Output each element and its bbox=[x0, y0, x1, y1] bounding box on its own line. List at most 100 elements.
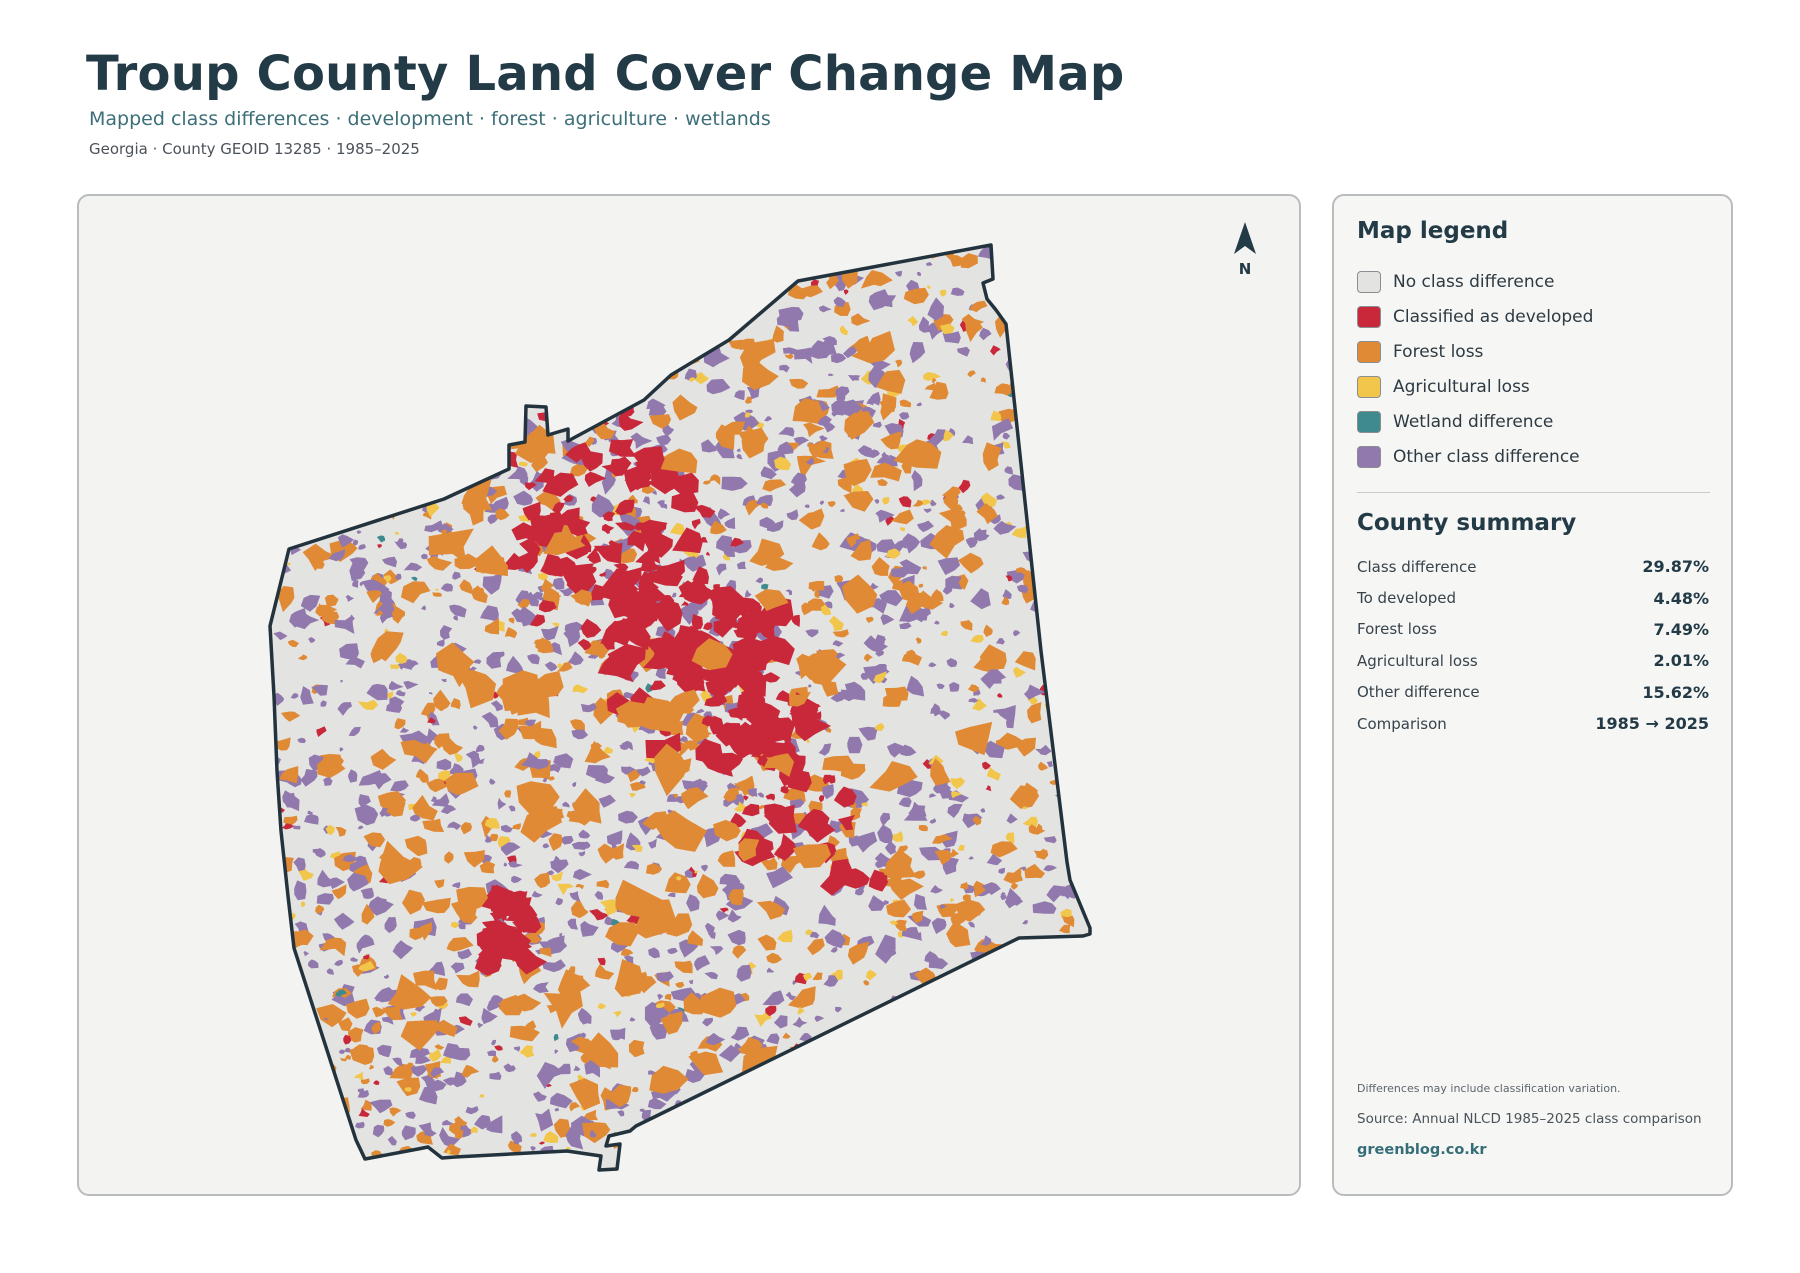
developed-patch bbox=[679, 663, 720, 690]
developed-patch bbox=[665, 660, 681, 670]
forest-loss-patch bbox=[713, 819, 741, 842]
other-difference-patch bbox=[567, 918, 578, 930]
other-difference-patch bbox=[569, 891, 581, 902]
other-difference-patch bbox=[785, 991, 797, 1001]
developed-patch bbox=[601, 523, 615, 532]
other-difference-patch bbox=[328, 549, 346, 562]
other-difference-patch bbox=[622, 376, 640, 398]
other-difference-patch bbox=[337, 702, 352, 716]
other-difference-patch bbox=[693, 271, 710, 283]
other-difference-patch bbox=[342, 854, 359, 863]
wetland-difference-patch bbox=[553, 1034, 559, 1042]
other-difference-patch bbox=[875, 664, 887, 673]
other-difference-patch bbox=[477, 1022, 484, 1029]
agricultural-loss-patch bbox=[873, 671, 887, 684]
other-difference-patch bbox=[443, 264, 449, 269]
other-difference-patch bbox=[294, 613, 320, 630]
other-difference-patch bbox=[356, 940, 369, 954]
forest-loss-patch bbox=[396, 285, 408, 299]
other-difference-patch bbox=[877, 824, 894, 844]
other-difference-patch bbox=[730, 1026, 750, 1041]
other-difference-patch bbox=[1057, 506, 1070, 517]
other-difference-patch bbox=[1023, 1001, 1034, 1011]
forest-loss-patch bbox=[572, 788, 602, 824]
other-difference-patch bbox=[308, 637, 316, 643]
developed-patch bbox=[552, 502, 565, 515]
agricultural-loss-patch bbox=[429, 1048, 442, 1062]
agricultural-loss-patch bbox=[610, 300, 620, 308]
other-difference-patch bbox=[356, 530, 362, 534]
forest-loss-patch bbox=[1084, 488, 1090, 500]
agricultural-loss-patch bbox=[550, 871, 564, 882]
other-difference-patch bbox=[316, 522, 324, 530]
agricultural-loss-patch bbox=[587, 280, 597, 294]
agricultural-loss-patch bbox=[419, 296, 426, 302]
other-difference-patch bbox=[1076, 1042, 1089, 1058]
forest-loss-patch bbox=[732, 945, 747, 959]
other-difference-patch bbox=[766, 1033, 780, 1045]
other-difference-patch bbox=[380, 262, 391, 271]
other-difference-patch bbox=[694, 955, 711, 971]
forest-loss-patch bbox=[922, 566, 927, 570]
agricultural-loss-patch bbox=[383, 575, 392, 584]
forest-loss-patch bbox=[1083, 647, 1090, 659]
other-difference-patch bbox=[617, 260, 625, 266]
site-link[interactable]: greenblog.co.kr bbox=[1357, 1142, 1487, 1158]
other-difference-patch bbox=[572, 283, 585, 292]
other-difference-patch bbox=[541, 626, 559, 641]
forest-loss-patch bbox=[378, 840, 423, 885]
forest-loss-patch bbox=[990, 1004, 1006, 1016]
other-difference-patch bbox=[684, 869, 694, 878]
other-difference-patch bbox=[835, 399, 864, 418]
other-difference-patch bbox=[677, 340, 692, 355]
forest-loss-patch bbox=[371, 631, 404, 662]
agricultural-loss-patch bbox=[913, 1107, 919, 1115]
forest-loss-patch bbox=[1003, 866, 1024, 884]
other-difference-patch bbox=[1043, 865, 1057, 872]
developed-patch bbox=[489, 895, 531, 917]
other-difference-patch bbox=[947, 803, 963, 818]
forest-loss-patch bbox=[967, 970, 993, 994]
other-difference-patch bbox=[1071, 688, 1081, 696]
agricultural-loss-patch bbox=[1093, 834, 1098, 838]
forest-loss-patch bbox=[1000, 1008, 1032, 1032]
other-difference-patch bbox=[390, 403, 405, 425]
other-difference-patch bbox=[398, 402, 419, 417]
agricultural-loss-patch bbox=[839, 325, 849, 336]
other-difference-patch bbox=[442, 1077, 457, 1086]
forest-loss-patch bbox=[421, 367, 430, 374]
other-difference-patch bbox=[463, 454, 478, 464]
legend-item-agricultural-loss: Agricultural loss bbox=[1357, 369, 1593, 404]
forest-loss-patch bbox=[969, 300, 988, 313]
forest-loss-patch bbox=[1037, 823, 1043, 832]
north-arrow: N bbox=[1228, 222, 1262, 286]
agricultural-loss-patch bbox=[384, 628, 389, 633]
forest-loss-patch bbox=[270, 460, 276, 468]
map-panel[interactable] bbox=[77, 194, 1301, 1196]
other-difference-patch bbox=[565, 1125, 584, 1150]
developed-patch bbox=[1092, 907, 1102, 913]
other-difference-patch bbox=[791, 254, 802, 264]
other-difference-patch bbox=[1022, 274, 1040, 286]
other-difference-patch bbox=[1034, 352, 1050, 366]
forest-loss-patch bbox=[628, 1039, 645, 1058]
other-difference-patch bbox=[278, 1071, 291, 1087]
forest-loss-patch bbox=[324, 594, 339, 608]
county-map[interactable] bbox=[79, 196, 1301, 1196]
other-difference-patch bbox=[1057, 609, 1080, 626]
developed-patch bbox=[738, 645, 773, 668]
other-difference-patch bbox=[1028, 1056, 1042, 1073]
other-difference-patch bbox=[358, 544, 366, 550]
other-difference-patch bbox=[412, 281, 430, 300]
forest-loss-patch bbox=[691, 638, 733, 671]
other-difference-patch bbox=[636, 766, 651, 777]
forest-loss-patch bbox=[570, 898, 589, 919]
agricultural-loss-patch bbox=[676, 876, 682, 881]
other-difference-patch bbox=[281, 422, 293, 431]
other-difference-patch bbox=[899, 744, 917, 756]
forest-loss-patch bbox=[660, 448, 698, 474]
other-difference-patch bbox=[719, 873, 741, 890]
forest-loss-patch bbox=[844, 411, 875, 440]
forest-loss-patch bbox=[651, 261, 669, 277]
forest-loss-patch bbox=[807, 440, 827, 460]
